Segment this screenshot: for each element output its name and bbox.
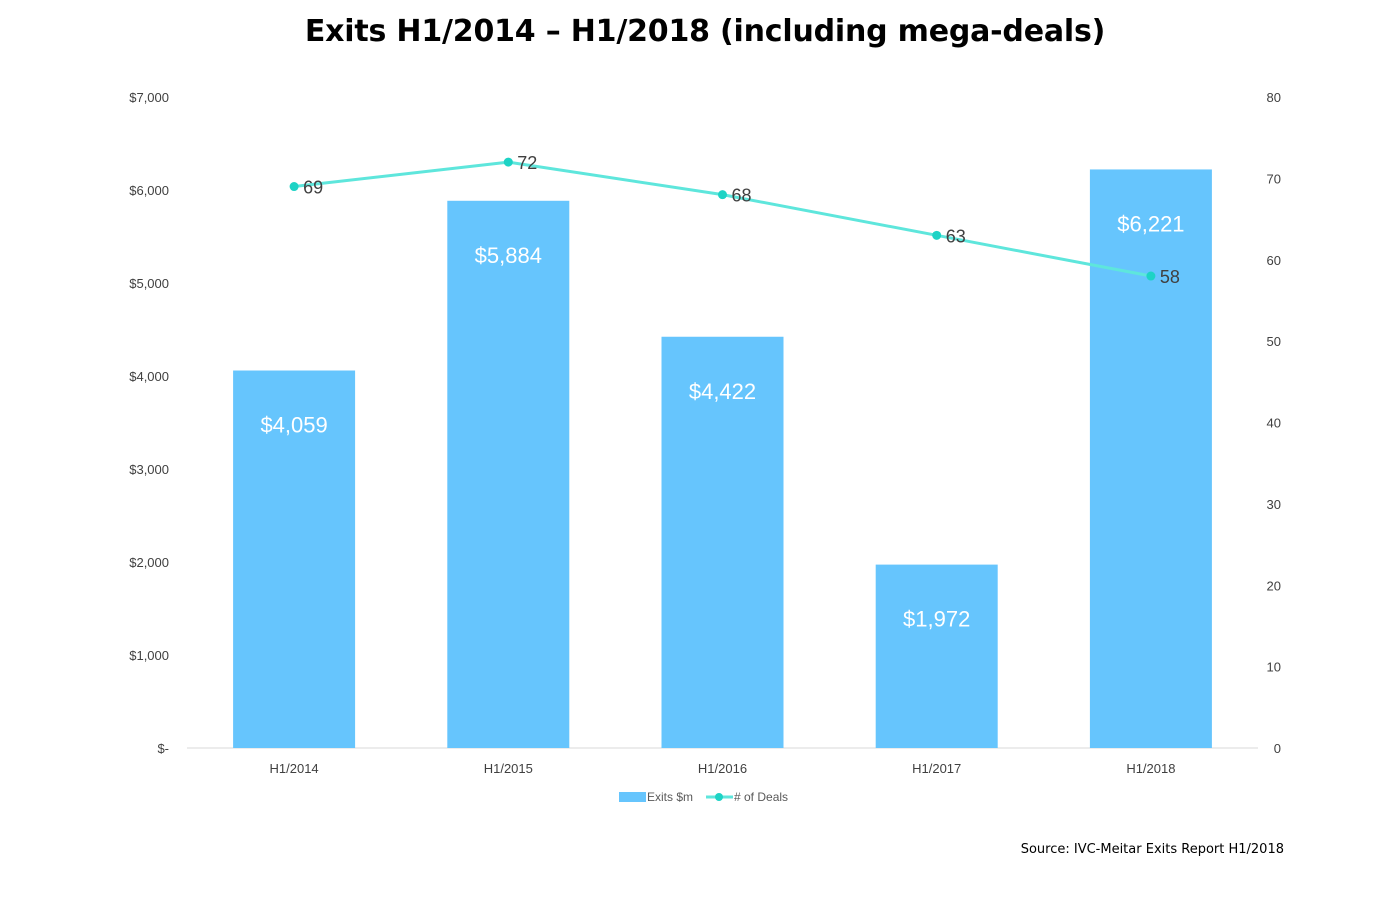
bar-data-label: $4,059 (260, 413, 327, 438)
legend-bar-swatch (619, 792, 646, 802)
deals-data-label: 72 (517, 153, 537, 173)
bar-data-label: $4,422 (689, 379, 756, 404)
point-layer (289, 157, 1156, 281)
y-left-tick-label: $- (157, 741, 169, 756)
chart-title: Exits H1/2014 – H1/2018 (including mega-… (304, 14, 1106, 49)
y-right-tick-label: 60 (1267, 253, 1281, 268)
x-tick-label: H1/2014 (270, 761, 319, 776)
bar-data-label: $5,884 (475, 243, 542, 268)
y-right-tick-label: 70 (1267, 171, 1281, 186)
legend: Exits $m # of Deals (619, 790, 788, 804)
point-label-layer: 69 72 68 63 58 (303, 153, 1180, 287)
y-left-tick-label: $6,000 (129, 183, 169, 198)
y-left-tick-label: $7,000 (129, 90, 169, 105)
y-right-tick-label: 20 (1267, 578, 1281, 593)
deals-point (503, 157, 513, 167)
y-right-tick-label: 80 (1267, 90, 1281, 105)
line-layer (293, 160, 1152, 278)
bar (661, 336, 784, 748)
x-tick-label: H1/2015 (484, 761, 533, 776)
bar (447, 200, 570, 749)
bar-label-layer: $4,059 $5,884 $4,422 $1,972 $6,221 (260, 211, 1184, 631)
deals-point (718, 190, 727, 200)
y-left-tick-label: $3,000 (129, 462, 169, 477)
deals-data-label: 58 (1160, 267, 1180, 287)
y-right-tick-label: 30 (1267, 497, 1281, 512)
y-left-tick-label: $5,000 (129, 276, 169, 291)
x-tick-label: H1/2016 (698, 761, 747, 776)
bar-layer (233, 169, 1212, 749)
y-right-tick-label: 40 (1267, 416, 1281, 431)
y-left-tick-label: $1,000 (129, 648, 169, 663)
bar (875, 564, 998, 748)
deals-data-label: 63 (946, 226, 966, 246)
legend-label: Exits $m (647, 790, 693, 804)
bar (1089, 169, 1212, 748)
deals-point (289, 182, 299, 192)
y-right-tick-label: 0 (1274, 741, 1281, 756)
y-right-tick-label: 50 (1267, 334, 1281, 349)
y-right-tick-label: 10 (1267, 660, 1281, 675)
axis-layer: $- $1,000 $2,000 $3,000 $4,000 $5,000 $6,000 $7… (129, 90, 1281, 776)
bar-data-label: $6,221 (1117, 211, 1184, 236)
y-left-tick-label: $4,000 (129, 369, 169, 384)
deals-line (293, 160, 1152, 278)
bar-data-label: $1,972 (903, 607, 970, 632)
deals-data-label: 69 (303, 178, 323, 198)
y-left-tick-label: $2,000 (129, 555, 169, 570)
deals-point (1146, 271, 1156, 281)
x-tick-label: H1/2018 (1126, 761, 1175, 776)
legend-line-marker (715, 793, 723, 801)
legend-label: # of Deals (734, 790, 788, 804)
bar (233, 370, 356, 748)
deals-data-label: 68 (732, 186, 752, 206)
deals-point (932, 230, 942, 240)
source-note: Source: IVC-Meitar Exits Report H1/2018 (1020, 842, 1284, 857)
x-tick-label: H1/2017 (912, 761, 961, 776)
